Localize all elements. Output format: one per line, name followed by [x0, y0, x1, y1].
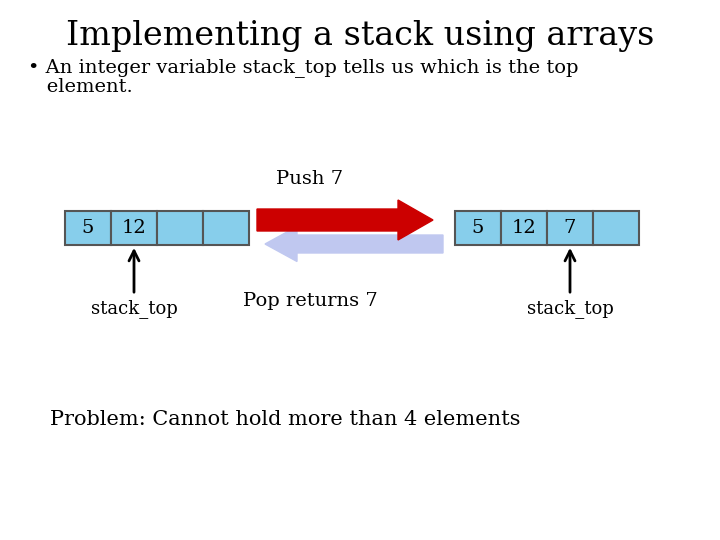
Bar	[111, 211, 157, 245]
Bar	[65, 211, 111, 245]
Bar	[455, 211, 501, 245]
Text: 12: 12	[122, 219, 146, 237]
Text: 7: 7	[564, 219, 576, 237]
Text: element.: element.	[28, 78, 132, 96]
Text: 12: 12	[512, 219, 536, 237]
Bar	[501, 211, 547, 245]
Text: stack_top: stack_top	[91, 299, 177, 318]
Bar	[203, 211, 249, 245]
FancyArrow shape	[257, 200, 433, 240]
Text: Problem: Cannot hold more than 4 elements: Problem: Cannot hold more than 4 element…	[50, 410, 521, 429]
Text: Push 7: Push 7	[276, 170, 343, 188]
Text: • An integer variable stack_top tells us which is the top: • An integer variable stack_top tells us…	[28, 58, 578, 77]
FancyArrow shape	[265, 226, 443, 261]
Text: Implementing a stack using arrays: Implementing a stack using arrays	[66, 20, 654, 52]
Text: stack_top: stack_top	[526, 299, 613, 318]
Bar	[547, 211, 593, 245]
Bar	[157, 211, 203, 245]
Text: 5: 5	[472, 219, 484, 237]
Bar	[593, 211, 639, 245]
Text: Pop returns 7: Pop returns 7	[243, 292, 377, 310]
Text: 5: 5	[82, 219, 94, 237]
